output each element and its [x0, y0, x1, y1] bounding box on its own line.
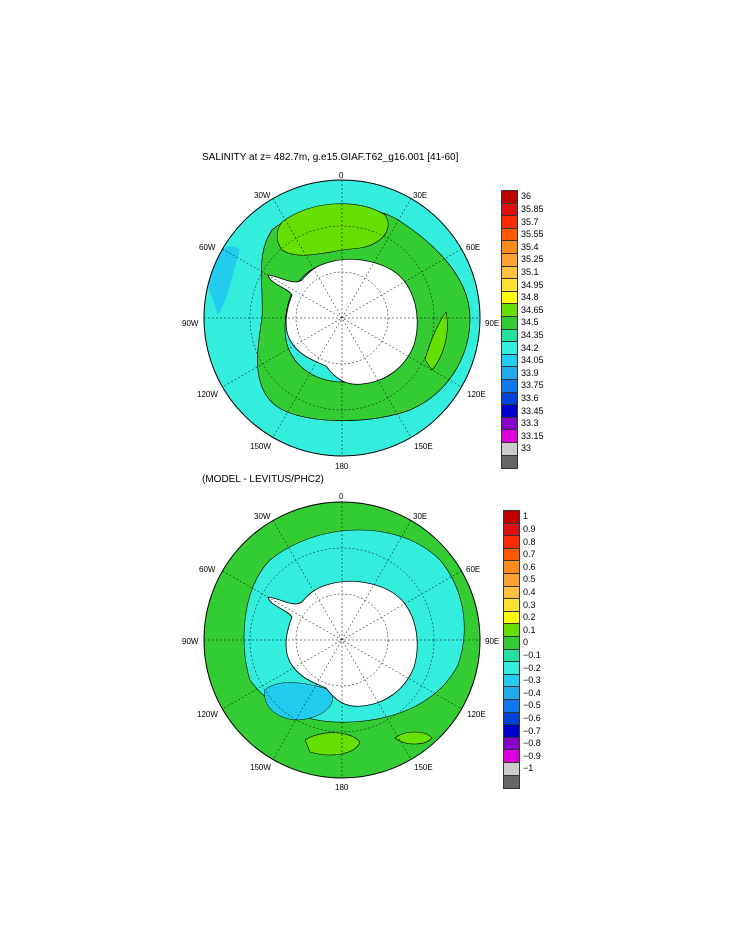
- colorbar-label: 0.8: [523, 536, 536, 547]
- colorbar-label: −0.9: [523, 750, 541, 761]
- lon-label-30e: 30E: [413, 512, 427, 521]
- colorbar-label: 33.75: [521, 380, 544, 391]
- colorbar-label: 34.95: [521, 279, 544, 290]
- panel-2-title: (MODEL - LEVITUS/PHC2): [202, 474, 324, 485]
- colorbar-label: 0.4: [523, 586, 536, 597]
- colorbar-label: −0.2: [523, 662, 541, 673]
- lon-label-120e: 120E: [467, 390, 486, 399]
- colorbar-label: 35.1: [521, 266, 539, 277]
- lon-label-30w: 30W: [254, 191, 271, 200]
- colorbar-label: 36: [521, 191, 532, 202]
- lon-label-90w: 90W: [182, 319, 199, 328]
- lon-label-180: 180: [335, 783, 349, 792]
- colorbar-label: 33.6: [521, 392, 539, 403]
- colorbar-swatch: [503, 774, 520, 790]
- colorbar-label: 0.9: [523, 523, 536, 534]
- difference-positive-patch-2: [394, 731, 433, 745]
- salinity-high-patch: [276, 203, 389, 256]
- map-border-2: [203, 501, 481, 779]
- lon-label-120e: 120E: [467, 710, 486, 719]
- difference-positive-patch: [304, 732, 361, 756]
- colorbar-label: 33.9: [521, 367, 539, 378]
- lon-label-30e: 30E: [413, 191, 427, 200]
- panel-1-title: SALINITY at z= 482.7m, g.e15.GIAF.T62_g1…: [202, 152, 459, 163]
- colorbar-label: −0.7: [523, 725, 541, 736]
- colorbar-label: 35.4: [521, 241, 539, 252]
- colorbar-label: 0.1: [523, 624, 536, 635]
- colorbar-label: 34.8: [521, 292, 539, 303]
- colorbar-label: 35.85: [521, 203, 544, 214]
- colorbar-label: −0.4: [523, 687, 541, 698]
- salinity-map: 0 30E 60E 90E 120E 150E 180 150W 120W 90…: [182, 171, 499, 471]
- lon-label-180: 180: [335, 462, 349, 471]
- graticule: [204, 180, 480, 456]
- lon-label-60e: 60E: [466, 565, 480, 574]
- lon-label-60w: 60W: [199, 565, 216, 574]
- colorbar-label: 0.2: [523, 612, 536, 623]
- lon-label-0: 0: [339, 171, 344, 180]
- colorbar-label: 35.25: [521, 254, 544, 265]
- colorbar-label: 33.45: [521, 405, 544, 416]
- lon-label-60w: 60W: [199, 243, 216, 252]
- colorbar-label: 34.2: [521, 342, 539, 353]
- lon-label-150w: 150W: [250, 763, 271, 772]
- colorbar-swatch: [501, 454, 518, 470]
- colorbar-label: −0.8: [523, 738, 541, 749]
- colorbar-label: 33.15: [521, 430, 544, 441]
- colorbar-label: 0.5: [523, 574, 536, 585]
- lon-label-150e: 150E: [414, 763, 433, 772]
- lon-label-90w: 90W: [182, 637, 199, 646]
- lon-label-120w: 120W: [197, 710, 218, 719]
- lon-label-90e: 90E: [485, 637, 499, 646]
- colorbar-label: −0.1: [523, 649, 541, 660]
- lon-label-30w: 30W: [254, 512, 271, 521]
- map-border: [203, 179, 481, 457]
- lon-labels-1: 0 30E 60E 90E 120E 150E 180 150W 120W 90…: [182, 171, 499, 471]
- colorbar-label: 33: [521, 443, 532, 454]
- colorbar-label: 35.55: [521, 229, 544, 240]
- colorbar-label: 35.7: [521, 216, 539, 227]
- graticule-2: [204, 502, 480, 778]
- difference-map: 0 30E 60E 90E 120E 150E 180 150W 120W 90…: [182, 492, 499, 792]
- lon-label-0: 0: [339, 492, 344, 501]
- colorbar-label: 34.65: [521, 304, 544, 315]
- colorbar-label: −0.5: [523, 700, 541, 711]
- lon-label-150e: 150E: [414, 442, 433, 451]
- colorbar-label: 34.35: [521, 329, 544, 340]
- lon-label-90e: 90E: [485, 319, 499, 328]
- colorbar-label: 34.05: [521, 355, 544, 366]
- colorbar-label: 1: [523, 511, 529, 522]
- lon-label-60e: 60E: [466, 243, 480, 252]
- colorbar-label: −1: [523, 763, 534, 774]
- lon-label-150w: 150W: [250, 442, 271, 451]
- colorbar-label: 0.7: [523, 549, 536, 560]
- lon-label-120w: 120W: [197, 390, 218, 399]
- colorbar-label: −0.3: [523, 675, 541, 686]
- colorbar-label: 0.6: [523, 561, 536, 572]
- colorbar-label: −0.6: [523, 712, 541, 723]
- colorbar-label: 0: [523, 637, 529, 648]
- lon-labels-2: 0 30E 60E 90E 120E 150E 180 150W 120W 90…: [182, 492, 499, 792]
- difference-negative-strong: [264, 682, 333, 721]
- colorbar-label: 0.3: [523, 599, 536, 610]
- colorbar-label: 34.5: [521, 317, 539, 328]
- colorbar-label: 33.3: [521, 418, 539, 429]
